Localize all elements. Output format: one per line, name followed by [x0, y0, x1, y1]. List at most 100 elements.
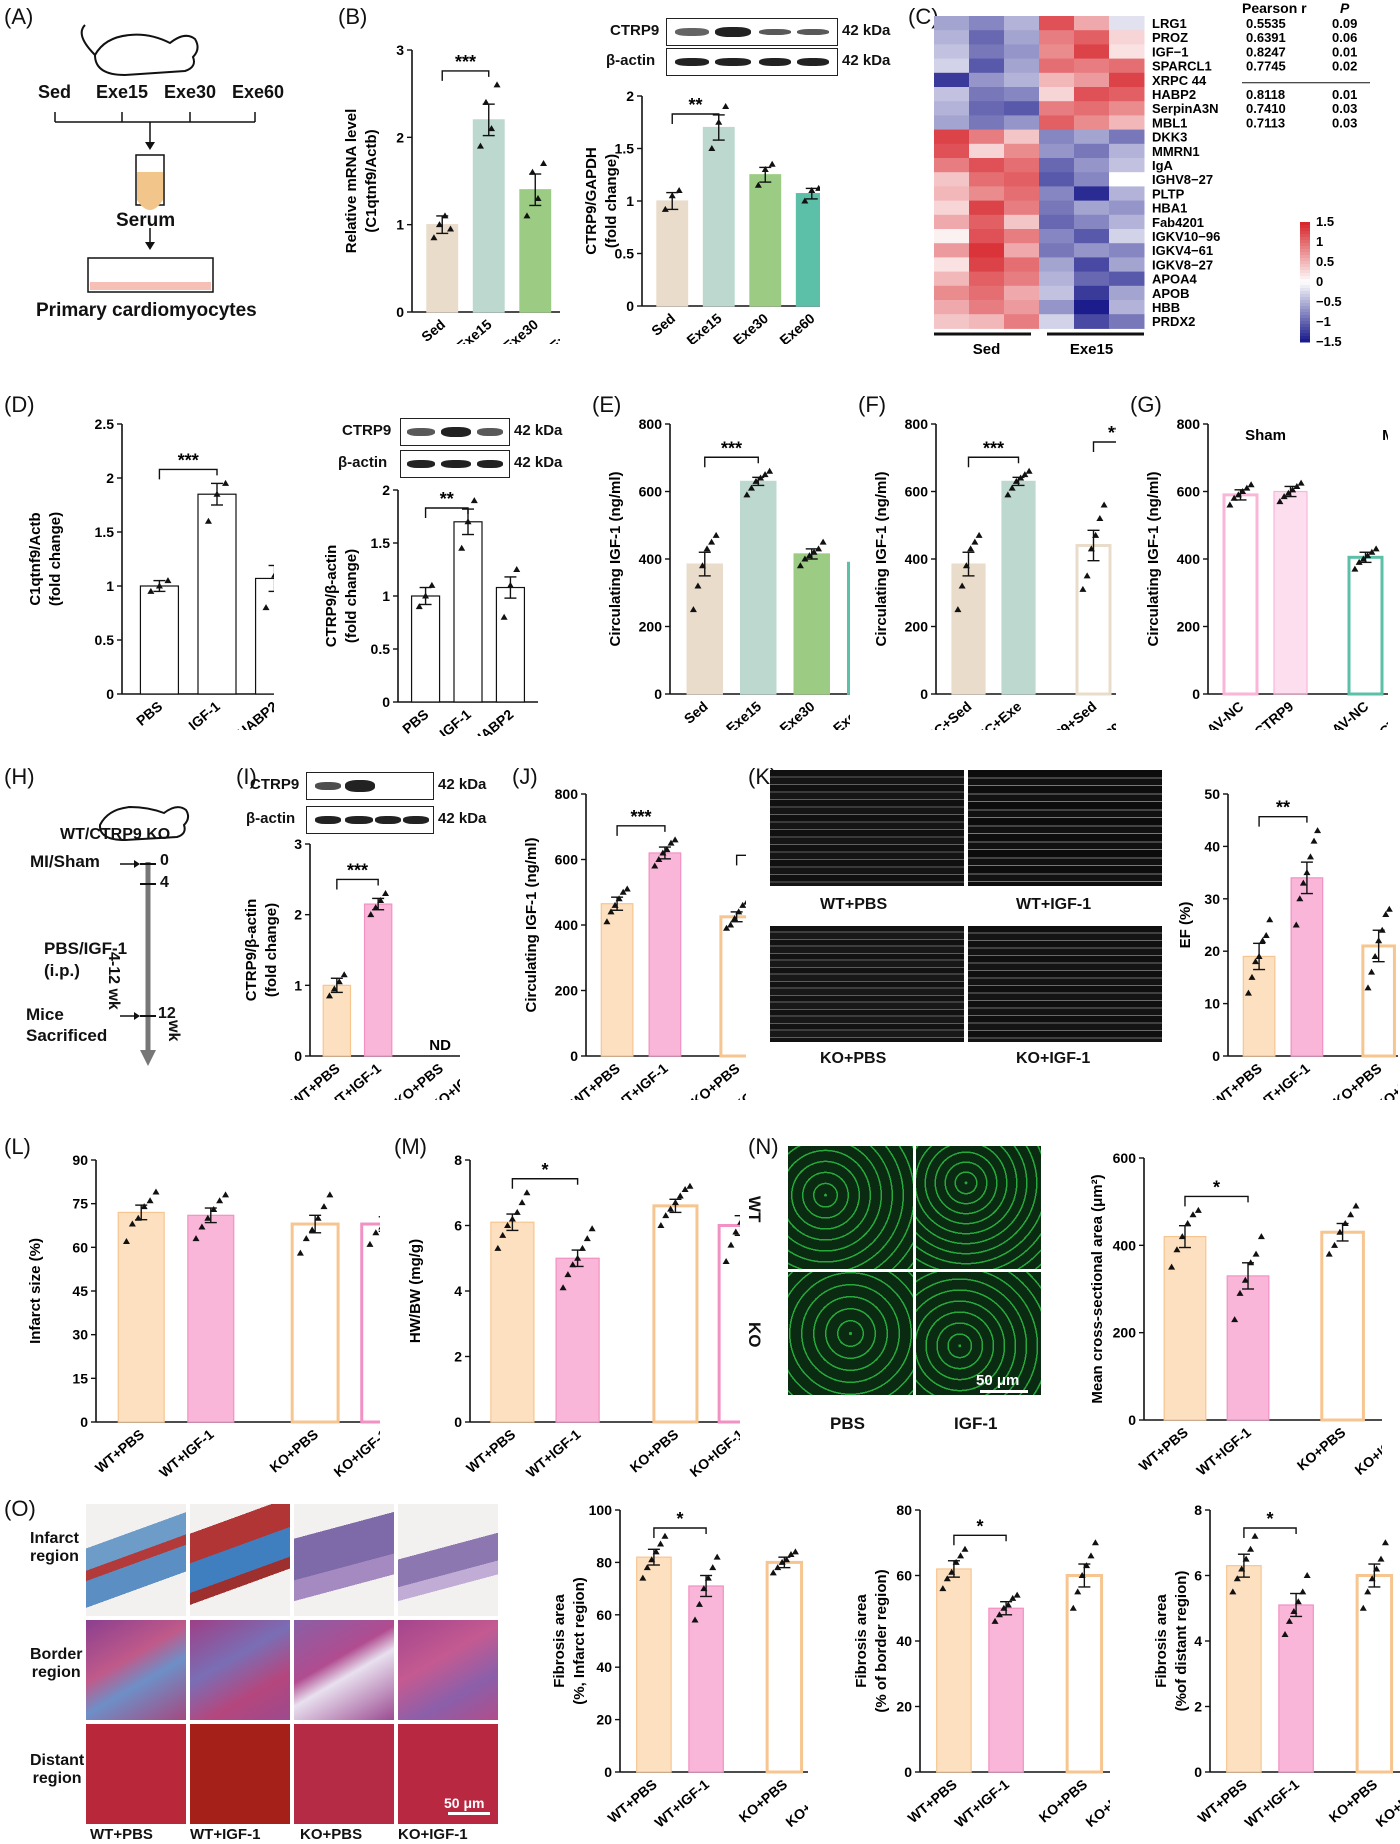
heatmap-cell — [1074, 243, 1110, 258]
stain-o-row-3: Distant region — [30, 1752, 85, 1787]
pearson-r: 0.6391 — [1246, 30, 1286, 45]
data-point — [681, 1185, 689, 1192]
data-point — [722, 1258, 730, 1265]
data-point — [1083, 1562, 1091, 1569]
data-point — [1276, 498, 1284, 505]
heatmap-cell — [1004, 158, 1040, 173]
data-point — [1078, 1572, 1086, 1578]
x-tick-label: IGF-1 — [185, 698, 223, 730]
significance-label: * — [676, 1509, 683, 1529]
tick-4: 4 — [160, 874, 169, 891]
data-point — [476, 142, 484, 149]
heatmap-cell — [934, 271, 970, 287]
y-axis-label: Circulating IGF-1 (ng/ml) — [873, 471, 890, 646]
data-point — [441, 212, 449, 219]
chart-o3: 0 2 4 6 8 Fibrosis area (%of distant region) WT… — [1153, 1502, 1400, 1831]
blot-d-name-1: CTRP9 — [342, 422, 392, 439]
data-point — [757, 474, 765, 481]
heatmap-cell — [1109, 16, 1145, 31]
x-tick-label: WT+IGF-1 — [156, 1426, 217, 1481]
significance-bracket — [1184, 1195, 1249, 1207]
y-axis-label: Fibrosis area — [853, 1594, 870, 1688]
panel-label-e: (E) — [592, 392, 622, 417]
x-tick-label: KO+PBS — [1330, 1060, 1385, 1100]
heatmap-cell — [1109, 300, 1145, 315]
data-point — [1252, 958, 1260, 965]
data-point — [415, 603, 423, 610]
y-axis-label: Circulating IGF-1 (ng/ml) — [523, 837, 540, 1012]
data-point — [769, 1569, 777, 1576]
stain-n-col-igf: IGF-1 — [954, 1414, 998, 1433]
significance-bracket — [424, 507, 469, 518]
echo-label-4: KO+IGF-1 — [1016, 1050, 1091, 1067]
legend-swatch — [1300, 309, 1310, 313]
panel-label-j: (J) — [512, 764, 538, 789]
panel-label-g: (G) — [1130, 392, 1162, 417]
heatmap-cell — [1074, 158, 1110, 173]
data-point — [662, 1212, 670, 1219]
data-point — [991, 1617, 999, 1624]
heatmap-cell — [1004, 300, 1040, 315]
data-point — [819, 538, 827, 545]
bar — [139, 585, 180, 695]
data-point — [382, 889, 390, 896]
bar — [197, 493, 237, 695]
data-point — [216, 1197, 224, 1204]
significance-label: ** — [688, 95, 702, 115]
data-point — [774, 1564, 782, 1571]
data-point — [1012, 477, 1020, 484]
heatmap-cell — [1109, 285, 1145, 301]
data-point — [1004, 1601, 1012, 1608]
scale-bar-o — [448, 1812, 490, 1815]
heatmap-cell — [1004, 72, 1040, 88]
y-axis-label: Relative mRNA level — [343, 109, 360, 254]
heatmap-cell — [1039, 271, 1075, 287]
data-point — [712, 531, 720, 538]
bar — [951, 563, 986, 695]
y-tick-label: 600 — [905, 484, 929, 500]
data-point — [652, 1548, 660, 1555]
data-point — [1368, 548, 1376, 555]
data-point — [1297, 479, 1305, 486]
y-tick-label: 2.5 — [95, 416, 115, 432]
pearson-p: 0.06 — [1332, 30, 1357, 45]
data-point — [1285, 1617, 1293, 1624]
heatmap-cell — [1004, 16, 1040, 31]
y-tick-label: 0 — [1194, 1764, 1202, 1780]
y-axis-label: (C1qtnf9/Actb) — [363, 129, 380, 232]
heatmap-cell — [969, 271, 1005, 287]
data-point — [435, 221, 443, 228]
data-point — [262, 604, 270, 611]
data-point — [493, 81, 501, 88]
y-tick-label: 8 — [454, 1152, 462, 1168]
y-axis-label: EF (%) — [1177, 902, 1194, 949]
bar — [1320, 1230, 1365, 1422]
event-sac: Mice Sacrificed — [26, 1005, 108, 1045]
x-tick-label: WT+IGF-1 — [523, 1426, 584, 1481]
blot-d-ctrp9 — [400, 418, 510, 446]
data-point — [222, 479, 230, 486]
heatmap-cell — [1074, 30, 1110, 45]
data-point — [723, 924, 731, 931]
gene-label: IGKV8−27 — [1152, 257, 1213, 272]
data-point — [1372, 545, 1380, 552]
blot-b-size-2: 42 kDa — [842, 52, 891, 69]
bar — [490, 1221, 535, 1423]
data-point — [569, 1261, 577, 1268]
heatmap-cell — [1039, 229, 1075, 244]
data-point — [1382, 911, 1390, 918]
data-point — [1241, 1276, 1249, 1283]
legend-swatch — [1300, 243, 1310, 247]
x-tick-label: WT+IGF-1 — [1252, 1060, 1313, 1100]
y-tick-label: 400 — [1177, 551, 1201, 567]
y-tick-label: 1.5 — [371, 535, 391, 551]
data-point — [367, 911, 375, 918]
bar — [688, 1585, 724, 1773]
data-point — [1371, 952, 1379, 959]
legend-swatch — [1300, 267, 1310, 271]
data-point — [808, 187, 816, 193]
x-tick-label: WT+IGF-1 — [1241, 1776, 1302, 1831]
heatmap-cell — [934, 101, 970, 116]
heatmap-cell — [1004, 243, 1040, 258]
y-tick-label: 600 — [1177, 484, 1201, 500]
